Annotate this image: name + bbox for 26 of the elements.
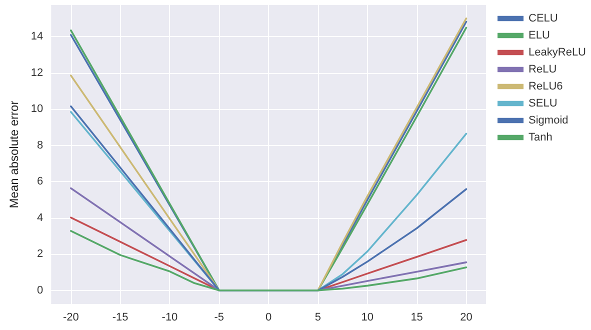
x-tick-label: -20 <box>62 312 79 324</box>
x-tick-label: 10 <box>361 312 374 324</box>
x-tick-label: 20 <box>460 312 472 324</box>
legend-label: ReLU6 <box>528 80 563 92</box>
y-tick-label: 14 <box>30 30 44 43</box>
y-tick-label: 2 <box>37 248 44 260</box>
y-tick-label: 4 <box>37 212 44 224</box>
y-axis-title: Mean absolute error <box>7 100 21 208</box>
legend-label: Sigmoid <box>528 114 568 126</box>
legend-label: Tanh <box>528 132 552 144</box>
legend-label: LeakyReLU <box>528 46 586 58</box>
x-tick-label: -15 <box>112 312 128 324</box>
x-tick-label: 5 <box>314 312 322 324</box>
x-tick-label: 15 <box>410 312 423 324</box>
legend-label: SELU <box>528 98 558 110</box>
y-tick-label: 12 <box>30 66 44 79</box>
x-tick-label: -10 <box>162 312 178 324</box>
legend-label: ELU <box>528 30 550 42</box>
x-tick-label: -5 <box>214 312 224 324</box>
legend-label: ReLU <box>528 64 557 76</box>
y-tick-label: 0 <box>37 284 44 296</box>
y-tick-label: 6 <box>37 176 44 188</box>
legend-label: CELU <box>528 12 558 24</box>
y-tick-label: 8 <box>37 139 44 152</box>
y-tick-label: 10 <box>30 103 44 116</box>
x-tick-label: 0 <box>266 312 272 324</box>
